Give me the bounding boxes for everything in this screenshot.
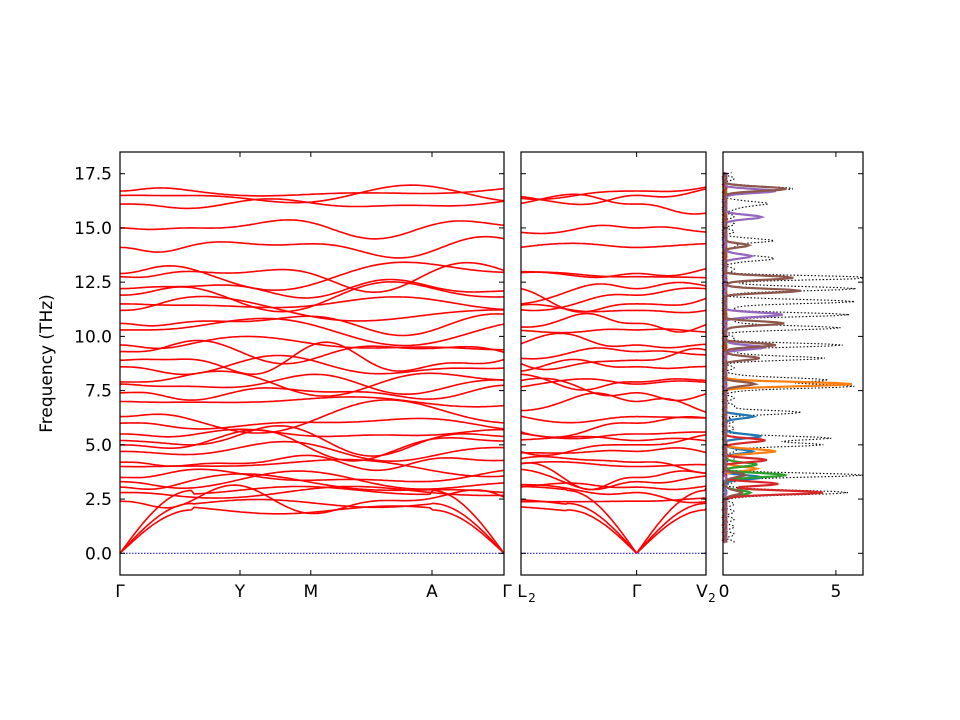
y-tick-label: 12.5 bbox=[74, 273, 112, 293]
band-line bbox=[521, 483, 707, 504]
band-line bbox=[520, 347, 706, 360]
band-line bbox=[520, 415, 706, 424]
band-line bbox=[120, 370, 505, 397]
band-line bbox=[120, 424, 505, 457]
band-line bbox=[120, 317, 505, 347]
band-line bbox=[520, 224, 707, 235]
band-line bbox=[120, 373, 504, 396]
band-line bbox=[520, 193, 707, 215]
band-line bbox=[520, 460, 706, 468]
band-line bbox=[520, 358, 706, 372]
dos-series-5 bbox=[721, 171, 783, 544]
band-line bbox=[119, 235, 505, 259]
band-line bbox=[520, 462, 707, 491]
band-line bbox=[120, 458, 505, 478]
band-line bbox=[119, 473, 505, 494]
band-line bbox=[520, 455, 706, 474]
band-line bbox=[120, 198, 505, 210]
band-line bbox=[119, 261, 505, 294]
dos-frame bbox=[722, 151, 864, 576]
x-tick-label: Γ bbox=[115, 582, 125, 602]
band-line bbox=[120, 354, 505, 376]
band-line bbox=[120, 454, 505, 472]
band-line bbox=[120, 440, 505, 463]
band-line bbox=[119, 219, 505, 240]
band-line bbox=[120, 184, 505, 204]
x-tick-label: A bbox=[426, 582, 438, 602]
band-line bbox=[521, 485, 707, 554]
band-line bbox=[119, 261, 505, 292]
band-line bbox=[119, 484, 505, 515]
y-tick-label: 7.5 bbox=[85, 382, 112, 402]
band-line bbox=[520, 499, 707, 554]
y-tick-label: 0.0 bbox=[85, 544, 112, 564]
x-tick-label: M bbox=[303, 582, 318, 602]
x-tick-label: Γ bbox=[632, 582, 642, 602]
band-line bbox=[120, 384, 505, 401]
band-line bbox=[520, 288, 707, 313]
dispersion-middle-bands bbox=[520, 186, 707, 554]
band-line bbox=[520, 373, 707, 391]
dispersion-left-bands bbox=[119, 184, 505, 554]
x-tick-label: 0 bbox=[719, 582, 730, 602]
band-line bbox=[120, 341, 505, 376]
band-line bbox=[520, 506, 707, 554]
x-tick-label: 5 bbox=[830, 582, 841, 602]
band-line bbox=[520, 328, 706, 334]
band-line bbox=[119, 278, 505, 299]
band-line bbox=[520, 332, 707, 349]
band-line bbox=[520, 415, 707, 439]
x-tick-subscript: 2 bbox=[528, 591, 536, 605]
dos-series-6 bbox=[721, 171, 801, 543]
y-tick-label: 17.5 bbox=[74, 165, 112, 185]
dispersion-middle-frame bbox=[520, 151, 707, 576]
band-line bbox=[120, 485, 504, 499]
band-line bbox=[520, 312, 707, 333]
band-line bbox=[120, 399, 505, 434]
band-line bbox=[521, 267, 707, 279]
band-line bbox=[119, 417, 505, 430]
x-tick-label: Y bbox=[234, 582, 246, 602]
band-line bbox=[120, 428, 505, 438]
band-line bbox=[520, 468, 706, 491]
y-tick-label: 2.5 bbox=[85, 490, 112, 510]
band-line bbox=[520, 287, 707, 312]
band-line bbox=[120, 396, 505, 408]
band-line bbox=[119, 485, 505, 554]
dispersion-left-frame bbox=[119, 151, 505, 576]
band-line bbox=[520, 447, 707, 454]
x-tick-label: Γ bbox=[502, 582, 512, 602]
band-line bbox=[119, 295, 504, 322]
y-tick-label: 10.0 bbox=[74, 327, 112, 347]
dos-curves bbox=[721, 171, 864, 544]
band-line bbox=[119, 429, 504, 462]
y-tick-label: 15.0 bbox=[74, 219, 112, 239]
band-line bbox=[119, 505, 505, 554]
band-line bbox=[120, 335, 504, 351]
band-line bbox=[520, 303, 707, 314]
x-tick-label: L bbox=[517, 582, 527, 602]
band-line bbox=[119, 498, 505, 554]
x-tick-label: V bbox=[696, 582, 708, 602]
band-line bbox=[520, 482, 707, 491]
band-line bbox=[120, 187, 505, 197]
band-line bbox=[120, 468, 505, 483]
band-line bbox=[120, 470, 505, 490]
band-line bbox=[520, 281, 707, 305]
band-line bbox=[520, 434, 707, 457]
band-line bbox=[520, 242, 707, 249]
band-line bbox=[520, 188, 707, 206]
y-tick-label: 5.0 bbox=[85, 436, 112, 456]
band-line bbox=[520, 186, 707, 201]
band-line bbox=[520, 347, 707, 371]
y-axis-label: Frequency (THz) bbox=[37, 294, 57, 433]
x-tick-subscript: 2 bbox=[708, 591, 716, 605]
band-line bbox=[520, 377, 707, 402]
